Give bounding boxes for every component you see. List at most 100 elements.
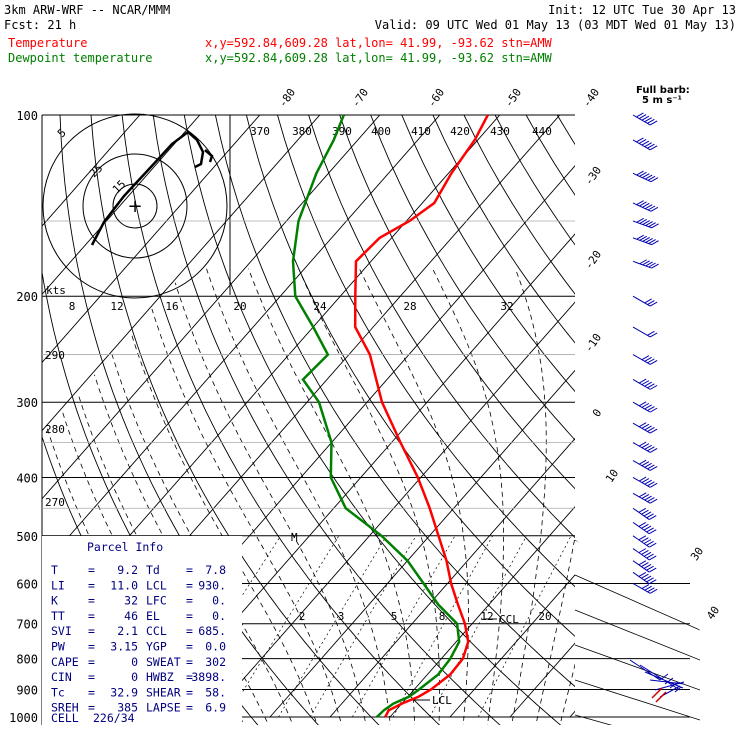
wind-barb-flag [648, 262, 656, 268]
wind-barb-flag [648, 222, 656, 228]
moist-adiabat-line [248, 268, 416, 725]
wind-barb-flag [648, 567, 657, 573]
wind-barb-shaft [632, 535, 650, 548]
hodograph: + 5 25 15 kts [42, 113, 228, 299]
wind-barb-flag [638, 476, 647, 482]
wind-barb-flag [644, 444, 652, 450]
wind-barb-flag [644, 404, 652, 410]
parcel-info-value: 930. [198, 578, 226, 592]
extension-line [574, 714, 700, 725]
isotherm-line [42, 115, 321, 432]
barb-key-units: 5 m s⁻¹ [642, 95, 682, 106]
wind-barb-flag [641, 443, 650, 449]
wind-barb-flag [638, 441, 647, 447]
wind-barb-shaft [632, 139, 651, 151]
extension-line [574, 574, 700, 631]
wind-barb [632, 217, 659, 229]
wind-barb-flag [644, 142, 652, 148]
wind-barb-flag [643, 575, 652, 581]
wind-barb-flag [643, 551, 652, 557]
wind-barb-shaft [632, 260, 652, 269]
theta-e-label: 400 [371, 125, 391, 138]
wind-barb-flag [639, 235, 647, 241]
wind-barb-flag [644, 174, 653, 180]
isotherm-line [42, 115, 441, 568]
isotherm-label: 10 [603, 467, 621, 485]
mixing-ratio-line [477, 535, 572, 718]
parcel-info-key: LFC [146, 594, 167, 608]
hodograph-trace [90, 130, 205, 246]
wind-barb-shaft [632, 460, 651, 471]
wind-barb-flag [638, 459, 647, 465]
wind-barb-flag [649, 301, 658, 307]
wind-barb [632, 583, 658, 594]
wind-barb-flag [638, 507, 647, 513]
wind-barb [632, 137, 658, 151]
wind-barb-flag [641, 115, 650, 121]
wind-barb-flag [643, 511, 652, 517]
wind-barb-shaft [632, 379, 651, 390]
wind-barb-flag [638, 139, 647, 144]
parcel-info-value: 46 [124, 609, 138, 623]
wind-barb-flag [641, 573, 649, 579]
wind-barb-flag [638, 422, 647, 428]
theta-e-label: 410 [411, 125, 431, 138]
header: 3km ARW-WRF -- NCAR/MMM Init: 12 UTC Tue… [4, 3, 736, 106]
parcel-info-key: T [51, 563, 58, 577]
wind-barb-flag [649, 120, 658, 126]
parcel-info-eq: = [186, 563, 193, 577]
parcel-info-eq: = [88, 670, 95, 684]
wind-barb-flag [649, 332, 658, 338]
temperature-legend-label: Temperature [8, 36, 87, 50]
pressure-tick-label: 200 [16, 290, 38, 304]
mixing-ratio-line [351, 535, 456, 718]
wind-barb [632, 354, 658, 365]
parcel-info-key: Td [146, 563, 160, 577]
wind-barb-shaft [632, 548, 650, 561]
theta-label: 290 [45, 349, 65, 362]
wind-barb-flag [636, 112, 644, 118]
moist-adiabat-line [535, 535, 575, 725]
mixing-ratio-label: 8 [69, 300, 76, 313]
temperature-series-line [353, 115, 489, 718]
parcel-info-title: Parcel Info [87, 540, 163, 554]
dewpoint-legend-info: x,y=592.84,609.28 lat,lon= 41.99, -93.62… [205, 51, 553, 65]
parcel-info-value: 302 [205, 655, 226, 669]
parcel-info-key: SVI [51, 624, 72, 638]
wind-barb-flag [636, 234, 644, 240]
theta-label: 280 [45, 423, 65, 436]
mixing-ratio-line [278, 535, 387, 718]
wind-barb-flag [641, 380, 650, 386]
wind-barb-flag [650, 177, 659, 183]
wind-barb-flag [649, 384, 658, 390]
parcel-info-key: Tc [51, 685, 65, 699]
pressure-tick-label: 1000 [9, 711, 38, 725]
wind-barb-flag [645, 221, 653, 227]
wind-barb-flag [641, 550, 649, 555]
wind-barb [632, 295, 658, 307]
wind-barb-flag [647, 497, 655, 503]
moist-adiabat-line [111, 354, 294, 725]
pressure-tick-label: 800 [16, 653, 38, 667]
wind-barb-flag [648, 542, 657, 548]
wind-barb-flag [648, 239, 656, 245]
wind-barb [632, 476, 658, 488]
parcel-info-value: 0 [131, 655, 138, 669]
parcel-info-value: 3898. [191, 670, 226, 684]
wind-barb-flag [639, 259, 647, 265]
wind-barb-flag [643, 539, 652, 544]
wind-barb-shaft [632, 492, 651, 504]
parcel-info-rows: T = 9.2 Td = 7.8 LI = 11.0 LCL = 930. K = 32 LFC = 0. TT = 4… [51, 563, 226, 715]
wind-barb-flag [644, 462, 652, 468]
wind-barb-flag [638, 378, 647, 384]
dewpoint-legend-label: Dewpoint temperature [8, 51, 153, 65]
wind-barb-shaft [632, 326, 651, 338]
wind-barb [632, 401, 658, 413]
wind-barb-flag [644, 479, 652, 485]
isotherm-label: 30 [688, 545, 706, 563]
wind-barb-flag [636, 217, 644, 223]
init-time: Init: 12 UTC Tue 30 Apr 13 [548, 3, 736, 17]
wind-barb-shaft [632, 114, 651, 126]
mixing-ratio-label: 20 [538, 610, 551, 623]
hodograph-ring-middle [82, 153, 188, 259]
